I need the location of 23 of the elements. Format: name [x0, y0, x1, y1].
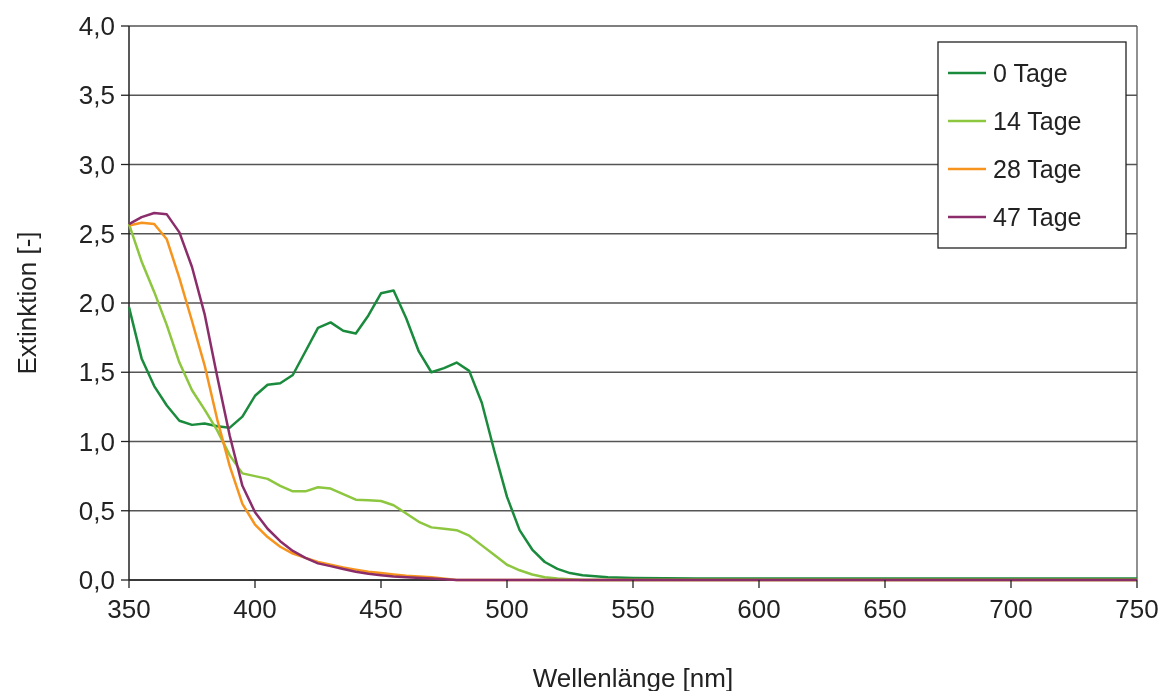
y-axis-title: Extinktion [-]: [12, 231, 42, 375]
x-tick-label: 400: [233, 594, 277, 624]
y-tick-label: 3,5: [78, 80, 115, 111]
x-tick-label: 750: [1115, 594, 1159, 624]
y-tick-label: 4,0: [78, 11, 115, 42]
legend-label: 47 Tage: [993, 202, 1082, 231]
x-tick-label: 450: [359, 594, 403, 624]
x-tick-label: 700: [989, 594, 1033, 624]
legend-label: 0 Tage: [993, 58, 1068, 87]
y-tick-label: 2,5: [78, 218, 115, 249]
y-tick-label: 2,0: [78, 288, 115, 319]
x-tick-label: 600: [737, 594, 781, 624]
y-tick-label: 0,5: [78, 495, 115, 526]
x-tick-label: 350: [107, 594, 151, 624]
x-tick-label: 550: [611, 594, 655, 624]
legend-label: 14 Tage: [993, 106, 1082, 135]
y-tick-label: 1,5: [78, 357, 115, 388]
y-tick-label: 3,0: [78, 149, 115, 180]
y-tick-label: 1,0: [78, 426, 115, 457]
y-tick-label: 0,0: [78, 565, 115, 596]
x-tick-label: 500: [485, 594, 529, 624]
legend-label: 28 Tage: [993, 154, 1082, 183]
x-tick-label: 650: [863, 594, 907, 624]
